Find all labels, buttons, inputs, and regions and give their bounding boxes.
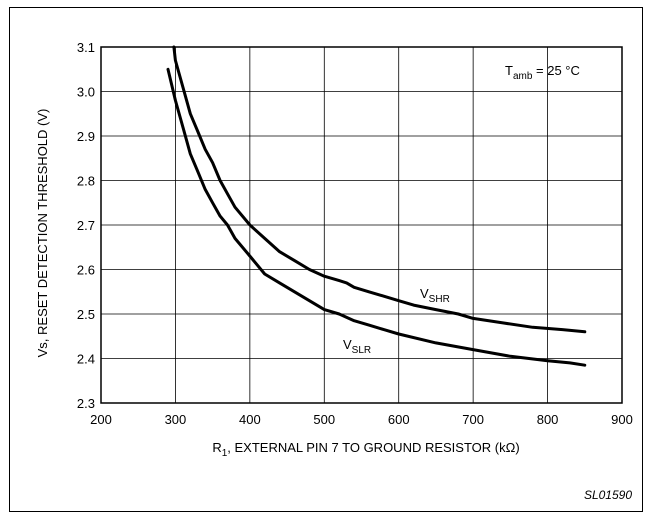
x-tick-label: 500 xyxy=(313,412,335,427)
series-label-vslr: VSLR xyxy=(343,337,371,356)
plot-border xyxy=(100,46,623,404)
y-tick-label: 2.6 xyxy=(77,263,95,278)
series-label-vshr: VSHR xyxy=(420,286,450,305)
series-line-vshr xyxy=(172,45,587,334)
y-tick-label: 2.4 xyxy=(77,352,95,367)
y-tick-label: 2.8 xyxy=(77,174,95,189)
x-tick-label: 700 xyxy=(462,412,484,427)
series-group xyxy=(166,45,587,367)
y-tick-labels: 2.3 2.4 2.5 2.6 2.7 2.8 2.9 3.0 3.1 xyxy=(77,40,95,411)
x-tick-label: 600 xyxy=(388,412,410,427)
y-tick-label: 2.9 xyxy=(77,129,95,144)
x-tick-label: 900 xyxy=(611,412,633,427)
x-tick-label: 300 xyxy=(165,412,187,427)
figure-code: SL01590 xyxy=(584,488,632,502)
y-tick-label: 2.7 xyxy=(77,218,95,233)
y-axis-label: Vs, RESET DETECTION THRESHOLD (V) xyxy=(35,109,50,358)
y-tick-label: 2.3 xyxy=(77,396,95,411)
figure-frame xyxy=(9,7,643,512)
x-axis-label: R1, EXTERNAL PIN 7 TO GROUND RESISTOR (k… xyxy=(212,440,519,459)
y-tick-label: 2.5 xyxy=(77,307,95,322)
x-tick-label: 200 xyxy=(90,412,112,427)
x-tick-label: 400 xyxy=(239,412,261,427)
x-tick-label: 800 xyxy=(537,412,559,427)
y-tick-label: 3.1 xyxy=(77,40,95,55)
series-line-vslr xyxy=(166,67,587,367)
temperature-annotation: Tamb = 25 °C xyxy=(505,63,580,82)
x-tick-labels: 200 300 400 500 600 700 800 900 xyxy=(90,412,633,427)
y-tick-label: 3.0 xyxy=(77,85,95,100)
